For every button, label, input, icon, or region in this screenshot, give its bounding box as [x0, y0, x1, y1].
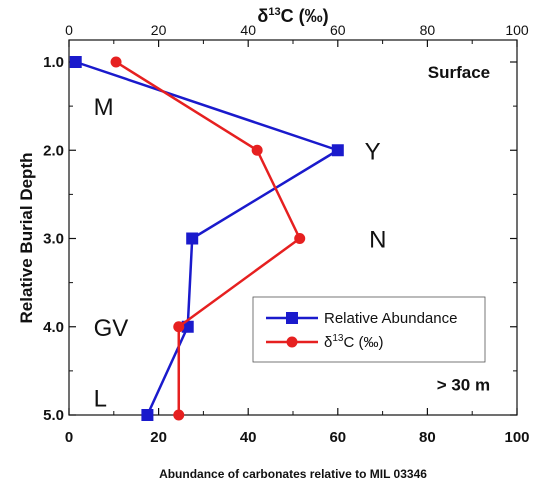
d13c-point-4 — [173, 409, 185, 421]
x-tick-label: 0 — [65, 429, 73, 446]
top-tick-label: 20 — [151, 22, 167, 38]
legend-label-abundance: Relative Abundance — [324, 310, 457, 327]
y-tick-label: 1.0 — [43, 54, 64, 71]
x-tick-label: 80 — [419, 429, 436, 446]
d13c-point-2 — [294, 233, 306, 244]
abundance-point-4 — [141, 409, 154, 421]
annotation-30m: > 30 m — [437, 375, 490, 394]
abundance-point-1 — [331, 144, 344, 157]
y-tick-label: 3.0 — [43, 231, 64, 248]
legend: Relative Abundance δ13C (‰) — [252, 296, 486, 363]
legend-box — [252, 296, 486, 363]
top-axis-title: δ13C (‰) — [257, 6, 328, 26]
x-tick-label: 100 — [504, 429, 529, 446]
series-layer — [69, 56, 344, 421]
abundance-point-2 — [186, 232, 199, 245]
y-axis-title: Relative Burial Depth — [17, 153, 36, 324]
annotation-gv: GV — [94, 315, 129, 342]
top-tick-label: 60 — [330, 22, 346, 38]
d13c-point-0 — [110, 56, 122, 68]
top-tick-label: 80 — [420, 22, 436, 38]
annotation-m: M — [94, 94, 114, 121]
top-tick-label: 100 — [505, 22, 529, 38]
labels-layer: δ13C (‰) Relative Burial Depth Abundance… — [17, 6, 427, 481]
top-tick-label: 0 — [65, 22, 73, 38]
x-tick-label: 40 — [240, 429, 257, 446]
ticks-layer: 0 20 40 60 80 100 0 20 40 60 80 100 1.0 2.0 3.0 4.0 5.0 — [43, 22, 529, 446]
annotations-layer: Surface > 30 m M Y N GV L — [94, 63, 490, 412]
x-axis-title: Abundance of carbonates relative to MIL … — [159, 467, 427, 481]
y-tick-label: 5.0 — [43, 407, 64, 424]
y-tick-label: 4.0 — [43, 319, 64, 336]
abundance-point-0 — [69, 56, 82, 68]
d13c-point-1 — [251, 144, 263, 156]
annotation-l: L — [94, 385, 107, 412]
annotation-y: Y — [365, 138, 381, 165]
d13c-point-3 — [173, 321, 185, 333]
legend-marker-d13c — [286, 336, 298, 348]
annotation-n: N — [369, 227, 386, 254]
x-tick-label: 60 — [329, 429, 346, 446]
y-tick-label: 2.0 — [43, 142, 64, 159]
legend-label-d13c: δ13C (‰) — [324, 333, 383, 351]
x-tick-label: 20 — [150, 429, 167, 446]
annotation-surface: Surface — [428, 63, 490, 82]
legend-marker-abundance — [286, 312, 298, 324]
top-tick-label: 40 — [240, 22, 256, 38]
